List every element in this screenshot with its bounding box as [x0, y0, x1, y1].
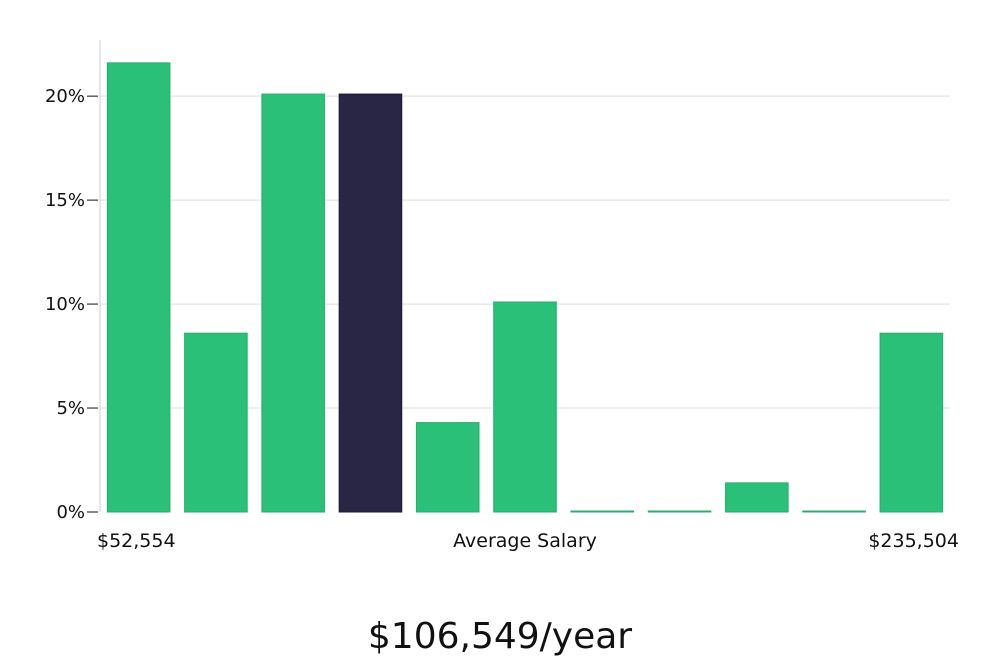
histogram-bar: [184, 332, 248, 513]
min-salary-label: $52,554: [97, 530, 176, 552]
x-axis-label: Average Salary: [453, 530, 597, 552]
histogram-bar: [647, 510, 712, 513]
labels-layer: $52,554 Average Salary $235,504 $106,549…: [97, 530, 959, 657]
y-tick-label: 5%: [56, 398, 85, 419]
grid-layer: 0% 5% 10% 15% 20%: [45, 40, 950, 523]
average-salary-summary: $106,549/year: [368, 616, 632, 657]
histogram-bar: [879, 332, 944, 513]
histogram-bar: [106, 62, 171, 513]
histogram-bar: [261, 93, 325, 513]
y-tick-label: 0%: [56, 502, 85, 523]
y-tick-label: 15%: [45, 190, 85, 211]
histogram-bar: [493, 301, 557, 513]
histogram-bar: [725, 482, 789, 513]
histogram-bar: [570, 510, 635, 513]
histogram-bar: [802, 510, 866, 513]
y-tick-label: 10%: [45, 294, 85, 315]
histogram-bar-highlighted: [338, 93, 403, 513]
y-tick-label: 20%: [45, 86, 85, 107]
bars-layer: [106, 62, 944, 513]
histogram-bar: [415, 422, 480, 513]
max-salary-label: $235,504: [868, 530, 959, 552]
